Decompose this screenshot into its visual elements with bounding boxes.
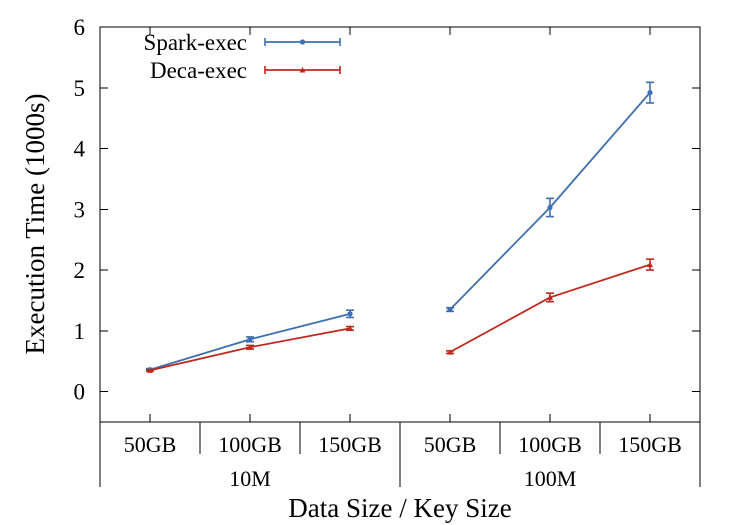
- data-point: [447, 349, 453, 355]
- data-point: [447, 306, 453, 313]
- y-axis-title: Execution Time (1000s): [20, 94, 50, 355]
- data-point: [547, 294, 553, 300]
- x-group-label: 100M: [524, 466, 577, 491]
- legend-marker: [299, 67, 306, 73]
- y-tick-label: 5: [74, 76, 86, 101]
- data-point: [647, 261, 653, 268]
- legend-label: Spark-exec: [144, 30, 247, 55]
- plot-border: [99, 26, 701, 423]
- x-category-label: 100GB: [518, 432, 582, 457]
- y-tick-label: 1: [74, 319, 86, 344]
- y-axis: 0 1 2 3 4 5 6: [74, 15, 700, 405]
- y-tick-label: 6: [74, 15, 86, 40]
- data-point: [347, 311, 353, 317]
- series-layer: [146, 81, 654, 373]
- y-tick-label: 3: [74, 197, 86, 222]
- data-point: [347, 325, 353, 331]
- legend-marker: [299, 39, 306, 45]
- series-spark-exec: [146, 81, 654, 373]
- x-category-label: 50GB: [424, 432, 477, 457]
- x-axis: 50GB 100GB 150GB 10M 50GB 100GB 150GB 100M: [99, 27, 701, 491]
- data-point: [247, 344, 253, 350]
- data-point: [547, 204, 553, 211]
- y-tick-label: 2: [74, 258, 86, 283]
- y-tick-label: 4: [74, 137, 86, 162]
- data-point: [147, 367, 153, 373]
- series-deca-exec: [146, 258, 654, 373]
- y-tick-label: 0: [74, 380, 86, 405]
- x-category-label: 100GB: [218, 432, 282, 457]
- x-category-label: 150GB: [618, 432, 682, 457]
- x-axis-title: Data Size / Key Size: [288, 493, 511, 523]
- plot-frame: [99, 26, 701, 423]
- x-category-label: 150GB: [318, 432, 382, 457]
- x-group-label: 10M: [229, 466, 271, 491]
- data-point: [247, 336, 253, 342]
- legend-label: Deca-exec: [150, 58, 247, 83]
- legend: Spark-exec Deca-exec: [144, 30, 341, 83]
- data-point: [647, 90, 653, 96]
- x-category-label: 50GB: [124, 432, 177, 457]
